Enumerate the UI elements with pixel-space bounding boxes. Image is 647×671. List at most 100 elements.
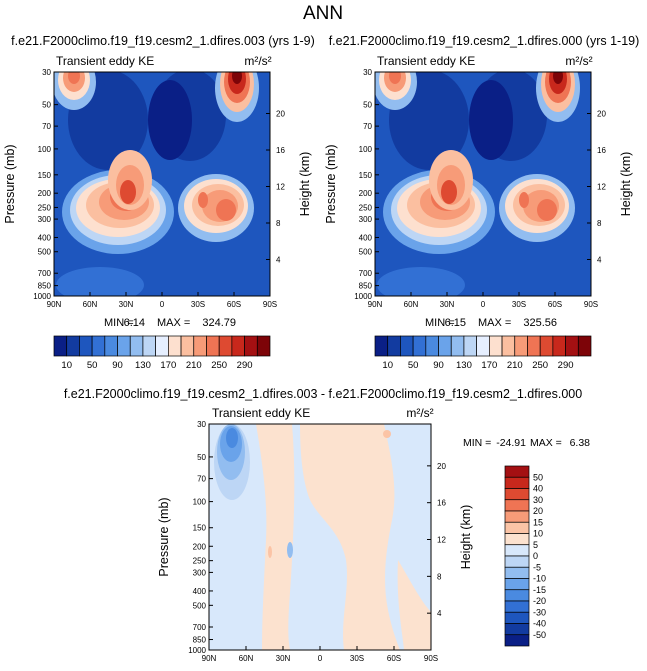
y-right-axis-label: Height (km): [298, 152, 312, 217]
y-tick-label: 1000: [33, 292, 51, 301]
colorbar-label: -10: [533, 574, 546, 584]
colorbar-swatch: [129, 335, 144, 357]
colorbar-swatch: [231, 335, 245, 357]
stats: MIN = 6.15 MAX = 325.56: [425, 317, 557, 329]
y-tick-label: 700: [359, 269, 373, 278]
colorbar-label: 210: [186, 360, 202, 371]
colorbar-label: 15: [533, 517, 543, 527]
x-tick-label: 30N: [440, 300, 455, 309]
colorbar-swatch: [504, 634, 530, 647]
y-right-tick-label: 12: [437, 536, 446, 545]
colorbar-swatch: [504, 566, 530, 579]
colorbar-label: 90: [112, 360, 123, 371]
colorbar-swatch: [577, 335, 592, 357]
x-tick-label: 30S: [512, 300, 526, 309]
y-tick-label: 50: [363, 101, 372, 110]
colorbar-swatch: [168, 335, 182, 357]
colorbar-swatch: [552, 335, 566, 357]
panel-title: f.e21.F2000climo.f19_f19.cesm2_1.dfires.…: [11, 34, 315, 48]
colorbar-label: 130: [135, 360, 151, 371]
y-right-axis-label: Height (km): [459, 505, 473, 570]
y-tick-label: 300: [359, 215, 373, 224]
y-right-tick-label: 16: [276, 146, 285, 155]
colorbar-label: 20: [533, 506, 543, 516]
y-right-tick-label: 16: [597, 146, 606, 155]
variable-label: Transient eddy KE: [212, 406, 310, 420]
colorbar-swatch: [504, 589, 530, 602]
colorbar-swatch: [374, 335, 389, 357]
x-tick-label: 60N: [404, 300, 419, 309]
y-tick-label: 300: [193, 568, 207, 577]
stats: MIN = 6.14 MAX = 324.79: [104, 317, 236, 329]
colorbar-swatch: [155, 335, 169, 357]
colorbar-swatch: [504, 611, 530, 624]
contour-fills: [214, 424, 431, 650]
colorbar-swatch: [504, 600, 530, 613]
colorbar-swatch: [504, 533, 530, 546]
colorbar-swatch: [504, 623, 530, 636]
colorbar-swatch: [501, 335, 516, 357]
colorbar-swatch: [117, 335, 131, 357]
colorbar-swatch: [504, 488, 530, 501]
y-tick-label: 700: [38, 269, 52, 278]
y-right-tick-label: 16: [437, 499, 446, 508]
x-tick-label: 90N: [47, 300, 62, 309]
colorbar-label: -40: [533, 619, 546, 629]
x-tick-label: 60N: [83, 300, 98, 309]
panel-left: f.e21.F2000climo.f19_f19.cesm2_1.dfires.…: [3, 34, 315, 371]
panel-title: f.e21.F2000climo.f19_f19.cesm2_1.dfires.…: [329, 34, 640, 48]
y-axis-label: Pressure (mb): [3, 144, 17, 223]
x-tick-label: 0: [318, 654, 323, 663]
colorbar-label: 5: [533, 540, 538, 550]
y-tick-label: 850: [38, 282, 52, 291]
stats-max-label: MAX =: [478, 317, 511, 329]
contour-fills: [375, 72, 580, 296]
stats-min-label: MIN =: [463, 437, 491, 449]
units-label: m²/s²: [244, 54, 271, 68]
stats-max-value: 324.79: [202, 317, 236, 329]
y-tick-label: 200: [38, 189, 52, 198]
colorbar-label: -5: [533, 562, 541, 572]
y-right-tick-label: 20: [437, 462, 446, 471]
colorbar-swatch: [463, 335, 477, 357]
x-tick-label: 90N: [202, 654, 217, 663]
x-tick-label: 90N: [368, 300, 383, 309]
y-tick-label: 70: [42, 122, 51, 131]
colorbar-label: 50: [533, 472, 543, 482]
colorbar-swatch: [256, 335, 271, 357]
colorbar-swatch: [504, 544, 530, 557]
y-tick-label: 150: [359, 171, 373, 180]
y-tick-label: 850: [359, 282, 373, 291]
colorbar-swatch: [412, 335, 427, 357]
y-tick-label: 250: [38, 203, 52, 212]
colorbar-label: -30: [533, 607, 546, 617]
x-tick-label: 90S: [584, 300, 598, 309]
stats-min-value: 6.14: [124, 317, 145, 329]
figure-title: ANN: [303, 3, 343, 24]
units-label: m²/s²: [406, 406, 433, 420]
colorbar-label: 290: [558, 360, 574, 371]
colorbar-label: 50: [87, 360, 98, 371]
colorbar-label: 210: [507, 360, 523, 371]
y-tick-label: 250: [359, 203, 373, 212]
colorbar-swatch: [79, 335, 93, 357]
stats: MIN = -24.91 MAX = 6.38: [463, 437, 590, 449]
y-tick-label: 200: [359, 189, 373, 198]
x-tick-label: 60S: [227, 300, 241, 309]
colorbar-swatch: [193, 335, 207, 357]
variable-label: Transient eddy KE: [377, 54, 475, 68]
y-tick-label: 70: [363, 122, 372, 131]
axes: 90N 60N 30N 0 30S 60S 90S 30507010015020025030…: [3, 68, 312, 309]
colorbar-label: 40: [533, 484, 543, 494]
stats-max-label: MAX =: [157, 317, 190, 329]
colorbar-label: 10: [382, 360, 393, 371]
y-tick-label: 500: [193, 601, 207, 610]
y-tick-label: 30: [363, 68, 372, 77]
colorbar-swatch: [91, 335, 106, 357]
colorbar-swatch: [142, 335, 156, 357]
y-tick-label: 100: [359, 145, 373, 154]
colorbar-swatch: [504, 465, 530, 478]
